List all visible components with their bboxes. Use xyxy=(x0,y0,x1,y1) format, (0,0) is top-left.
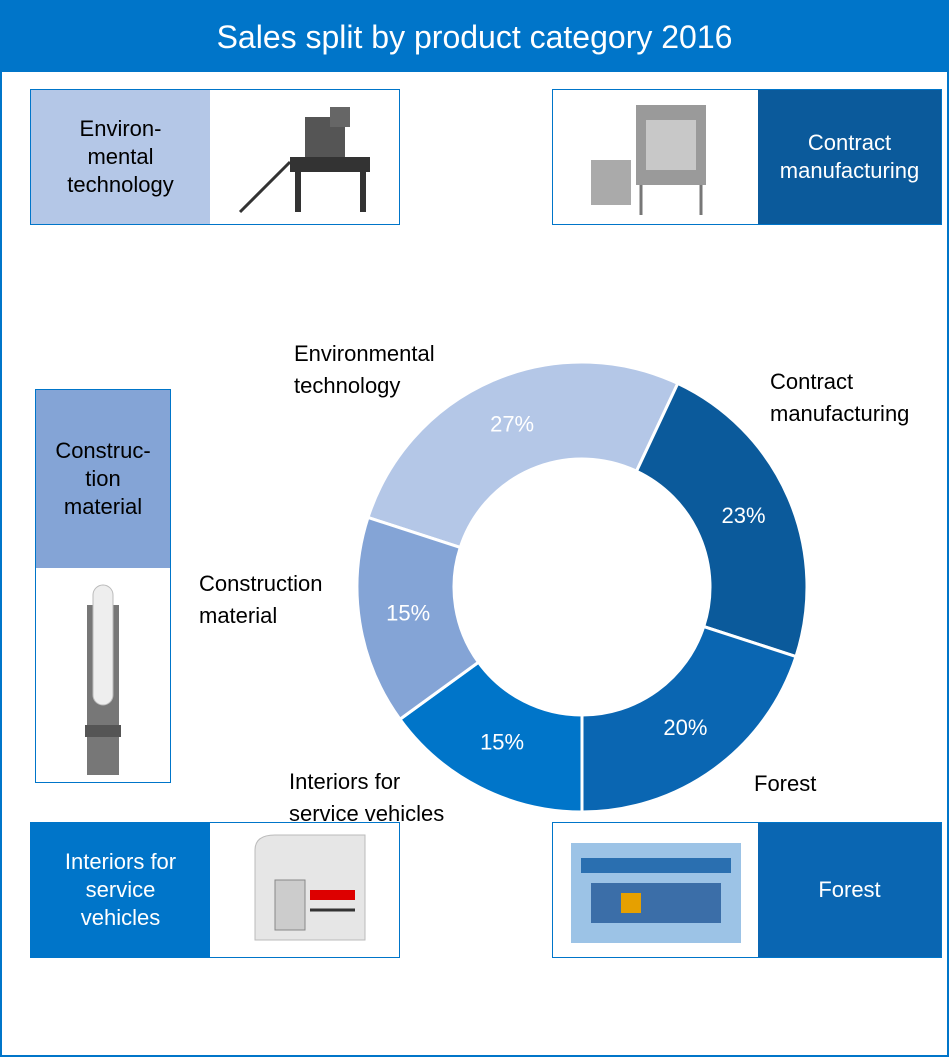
panel-image xyxy=(36,568,170,782)
panel-label: Forest xyxy=(758,823,941,957)
panel-image xyxy=(553,90,758,224)
panel-label: Construc- tion material xyxy=(36,390,170,568)
panel-image xyxy=(553,823,758,957)
category-line: Interiors for xyxy=(289,769,401,794)
value-label: 15% xyxy=(386,600,430,625)
value-label: 23% xyxy=(722,503,766,528)
van-interior-image xyxy=(254,834,365,941)
donut-slice xyxy=(355,515,481,722)
panel-label: Interiors for service vehicles xyxy=(31,823,210,957)
category-line: manufacturing xyxy=(770,401,910,426)
panel-label: Environ- mental technology xyxy=(31,90,210,224)
value-label: 15% xyxy=(480,730,524,755)
category-line: Environmental xyxy=(294,341,435,366)
category-line: service vehicles xyxy=(289,801,445,826)
panel-line: tion xyxy=(85,466,121,491)
panel-line: Interiors for xyxy=(64,849,177,874)
category-line: Contract xyxy=(770,369,854,394)
category-label: Construction material xyxy=(199,568,323,632)
pipe-image xyxy=(85,584,121,775)
title-bar: Sales split by product category 2016 xyxy=(2,2,947,72)
panel-label: Contract manufacturing xyxy=(758,90,941,224)
donut-slice xyxy=(634,381,809,659)
category-line: technology xyxy=(294,373,401,398)
forest-machine-image xyxy=(570,842,741,943)
donut-slice xyxy=(580,624,798,814)
category-line: material xyxy=(199,603,278,628)
reactor-image xyxy=(590,104,706,215)
panel-line: vehicles xyxy=(80,905,161,930)
panel-line: technology xyxy=(67,172,174,197)
panel-construction: Construc- tion material xyxy=(35,389,171,783)
panel-line: Construc- xyxy=(55,438,151,463)
category-label: Environmental technology xyxy=(294,338,435,402)
chart-title: Sales split by product category 2016 xyxy=(216,18,733,55)
panel-line: Contract xyxy=(807,130,892,155)
panel-image xyxy=(210,823,399,957)
panel-image xyxy=(210,90,399,224)
crusher-image xyxy=(238,107,370,214)
category-label: Contract manufacturing xyxy=(770,366,909,430)
category-line: Construction xyxy=(199,571,323,596)
panel-contract: Contract manufacturing xyxy=(552,89,942,225)
panel-line: manufacturing xyxy=(779,158,920,183)
panel-line: mental xyxy=(87,144,154,169)
panel-line: Forest xyxy=(818,877,881,902)
panel-forest: Forest xyxy=(552,822,942,958)
panel-environmental: Environ- mental technology xyxy=(30,89,400,225)
panel-line: material xyxy=(63,494,143,519)
panel-line: service xyxy=(85,877,156,902)
panel-line: Environ- xyxy=(79,116,162,141)
category-label: Interiors for service vehicles xyxy=(289,766,444,830)
category-line: Forest xyxy=(754,771,817,796)
panel-interiors: Interiors for service vehicles xyxy=(30,822,400,958)
value-label: 20% xyxy=(663,715,707,740)
donut-slice xyxy=(366,360,680,550)
category-label: Forest xyxy=(754,768,816,800)
value-label: 27% xyxy=(490,411,534,436)
